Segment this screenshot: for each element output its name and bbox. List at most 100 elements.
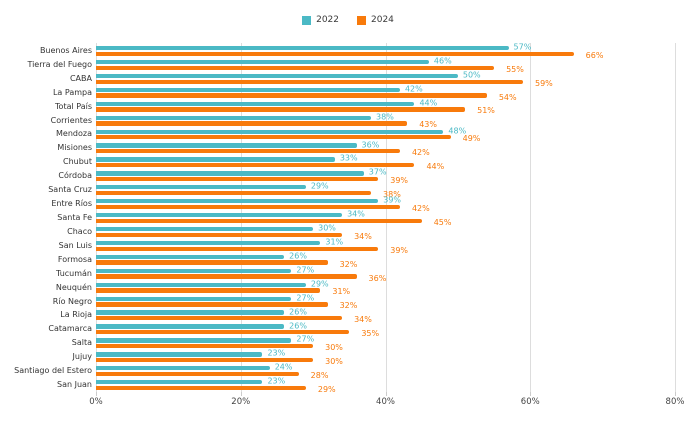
legend-item-2022: 2022 xyxy=(302,15,339,25)
bar-value-label: 46% xyxy=(433,56,452,66)
category-label: Formosa xyxy=(57,254,92,264)
legend-label: 2024 xyxy=(371,14,394,25)
bar-group: 36% 42% xyxy=(96,140,675,157)
bar-value-label: 23% xyxy=(267,376,286,386)
bar-2024: 55% xyxy=(96,65,524,73)
bar-2024: 28% xyxy=(96,372,328,380)
bar-group: 27% 30% xyxy=(96,335,675,352)
bar-value-label: 35% xyxy=(361,329,380,339)
bar-value-label: 33% xyxy=(339,153,358,163)
gridlines xyxy=(96,43,676,392)
bar-group: 27% 36% xyxy=(96,266,675,282)
bar-value-label: 32% xyxy=(339,259,358,269)
bar-row: CABA 50% 59% xyxy=(0,70,675,88)
bar-2024: 39% xyxy=(96,246,408,254)
category-label: Entre Ríos xyxy=(51,199,92,209)
bar-value-label: 39% xyxy=(383,195,402,205)
bar-group: 33% 44% xyxy=(96,154,675,172)
bar-2024: 30% xyxy=(96,358,343,366)
bar-row: Chaco 30% 34% xyxy=(0,224,675,240)
bar-2022: 36% xyxy=(96,140,379,148)
bar-2022: 24% xyxy=(96,363,292,371)
category-label: La Rioja xyxy=(60,310,92,320)
bar-2022: 48% xyxy=(96,127,466,135)
bar-value-label: 30% xyxy=(325,357,343,367)
bar-group: 42% 54% xyxy=(96,85,675,101)
bar-value-label: 42% xyxy=(411,203,430,213)
x-axis: 0% 20% 40% 60% 80% xyxy=(89,392,684,412)
bar-value-label: 50% xyxy=(462,70,481,80)
x-tick-label: 60% xyxy=(520,397,540,407)
category-label: Tierra del Fuego xyxy=(27,59,92,69)
category-label: Total País xyxy=(55,101,92,111)
bar-value-label: 37% xyxy=(368,167,387,177)
bar-2022: 37% xyxy=(96,168,387,176)
bar-2024: 42% xyxy=(96,204,430,212)
bar-value-label: 54% xyxy=(498,92,517,102)
bar-2024: 45% xyxy=(96,218,451,226)
chart-legend: 2022 2024 xyxy=(0,14,696,26)
x-tick-mark xyxy=(530,392,532,396)
bar-value-label: 29% xyxy=(310,181,329,191)
gridline-0% xyxy=(96,43,97,392)
category-label: Corrientes xyxy=(50,115,92,125)
bar-value-label: 26% xyxy=(289,320,307,330)
bar-row: Misiones 36% 42% xyxy=(0,140,675,157)
bar-value-label: 44% xyxy=(426,162,445,172)
bar-group: 29% 38% xyxy=(96,181,675,199)
bar-2024: 35% xyxy=(96,330,379,338)
bar-2024: 54% xyxy=(96,93,517,101)
category-label: San Juan xyxy=(57,380,92,390)
category-label: Santa Fe xyxy=(57,213,92,223)
x-tick-mark xyxy=(385,392,387,396)
bar-row: Río Negro 27% 32% xyxy=(0,294,675,311)
bar-rows: Buenos Aires 57% 66% Tierra del Fuego 46% 55%… xyxy=(0,43,675,393)
bar-row: Santa Fe 34% 45% xyxy=(0,210,675,226)
bar-2024: 42% xyxy=(96,149,430,157)
bar-2024: 38% xyxy=(96,191,401,199)
bar-2022: 26% xyxy=(96,321,307,329)
gridline-80% xyxy=(675,43,676,392)
bar-group: 29% 31% xyxy=(96,279,675,296)
category-label: Chaco xyxy=(67,226,92,236)
bar-group: 48% 49% xyxy=(96,127,675,143)
bar-2022: 26% xyxy=(96,307,307,315)
bar-row: Santa Cruz 29% 38% xyxy=(0,181,675,199)
bar-value-label: 32% xyxy=(339,301,358,311)
bar-value-label: 48% xyxy=(448,126,467,136)
bar-2022: 31% xyxy=(96,238,343,246)
bar-2022: 33% xyxy=(96,154,358,162)
bar-value-label: 24% xyxy=(274,362,293,372)
category-label: Salta xyxy=(71,338,92,348)
bar-value-label: 38% xyxy=(383,190,401,200)
category-label: Santa Cruz xyxy=(48,185,92,195)
bar-group: 26% 35% xyxy=(96,321,675,338)
category-label: Córdoba xyxy=(58,171,92,181)
bar-row: Corrientes 38% 43% xyxy=(0,112,675,129)
bar-value-label: 45% xyxy=(433,217,452,227)
bar-value-label: 30% xyxy=(325,343,343,353)
bar-2024: 30% xyxy=(96,344,343,352)
bar-value-label: 49% xyxy=(462,134,481,144)
bar-2024: 31% xyxy=(96,288,350,296)
bar-2022: 34% xyxy=(96,210,365,218)
bar-value-label: 36% xyxy=(361,139,380,149)
bar-value-label: 38% xyxy=(376,112,394,122)
bar-row: Entre Ríos 39% 42% xyxy=(0,195,675,212)
bar-value-label: 29% xyxy=(310,279,329,289)
bar-group: 44% 51% xyxy=(96,99,675,116)
bar-value-label: 31% xyxy=(332,287,351,297)
category-label: La Pampa xyxy=(52,87,92,97)
bar-value-label: 59% xyxy=(535,78,553,88)
bar-2022: 23% xyxy=(96,377,285,385)
bar-2024: 49% xyxy=(96,135,480,143)
bar-2022: 30% xyxy=(96,224,336,232)
bar-row: San Luis 31% 39% xyxy=(0,238,675,254)
category-label: Buenos Aires xyxy=(39,45,92,55)
category-label: Misiones xyxy=(57,143,92,153)
bar-group: 23% 30% xyxy=(96,349,675,366)
bar-group: 30% 34% xyxy=(96,224,675,240)
bar-value-label: 51% xyxy=(477,106,495,116)
bar-value-label: 39% xyxy=(390,176,409,186)
